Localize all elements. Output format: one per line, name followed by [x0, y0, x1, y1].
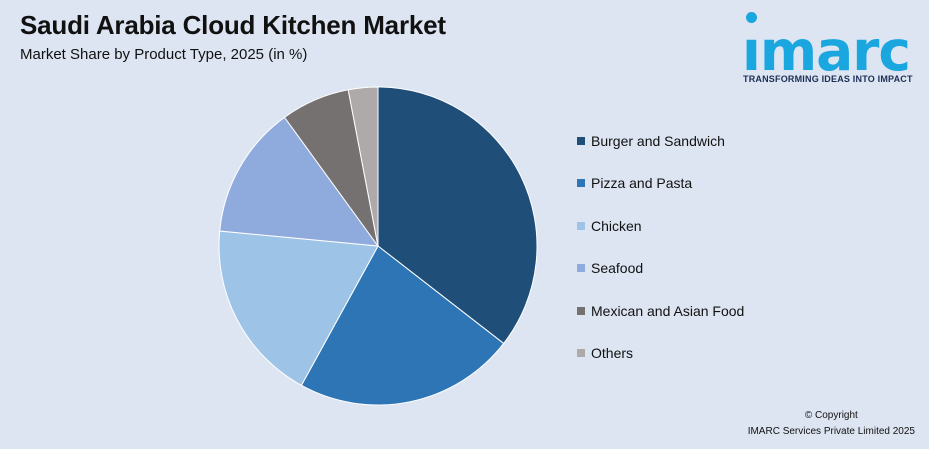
legend-item: Burger and Sandwich: [577, 130, 744, 151]
legend-label: Mexican and Asian Food: [591, 302, 745, 319]
chart-subtitle: Market Share by Product Type, 2025 (in %…: [20, 46, 308, 63]
legend-item: Pizza and Pasta: [577, 173, 744, 194]
legend-swatch: [577, 349, 585, 358]
legend-swatch: [577, 221, 585, 230]
pie-slice-burger-and-sandwich: [377, 86, 538, 345]
legend-swatch: [577, 306, 585, 315]
pie-slice-others: [347, 86, 379, 247]
pie-slice-seafood: [219, 116, 380, 247]
legend-label: Chicken: [591, 217, 642, 234]
legend-swatch: [577, 264, 585, 273]
legend-swatch: [577, 179, 585, 188]
copyright-notice: © Copyright IMARC Services Private Limit…: [748, 408, 915, 440]
chart-title: Saudi Arabia Cloud Kitchen Market: [20, 10, 446, 40]
legend-label: Pizza and Pasta: [591, 175, 693, 192]
copyright-company: IMARC Services Private Limited 2025: [747, 426, 915, 437]
legend-item: Seafood: [577, 258, 744, 279]
legend-label: Others: [591, 345, 634, 362]
legend-label: Burger and Sandwich: [591, 132, 725, 149]
legend-item: Chicken: [577, 215, 744, 236]
copyright-line: © Copyright: [804, 410, 858, 421]
legend-label: Seafood: [591, 260, 644, 277]
pie-chart: [218, 86, 538, 406]
legend-item: Others: [577, 343, 744, 364]
logo-tagline: TRANSFORMING IDEAS INTO IMPACT: [743, 74, 913, 84]
legend-swatch: [577, 136, 585, 145]
logo-dot: [746, 12, 757, 23]
chart-legend: Burger and Sandwich Pizza and Pasta Chicke…: [577, 130, 744, 386]
legend-item: Mexican and Asian Food: [577, 300, 744, 321]
pie-slice-pizza-and-pasta: [300, 245, 505, 406]
logo-wordmark: ımarc: [742, 19, 911, 83]
pie-slice-chicken: [218, 230, 379, 387]
imarc-logo: ımarc TRANSFORMING IDEAS INTO IMPACT: [738, 10, 920, 90]
